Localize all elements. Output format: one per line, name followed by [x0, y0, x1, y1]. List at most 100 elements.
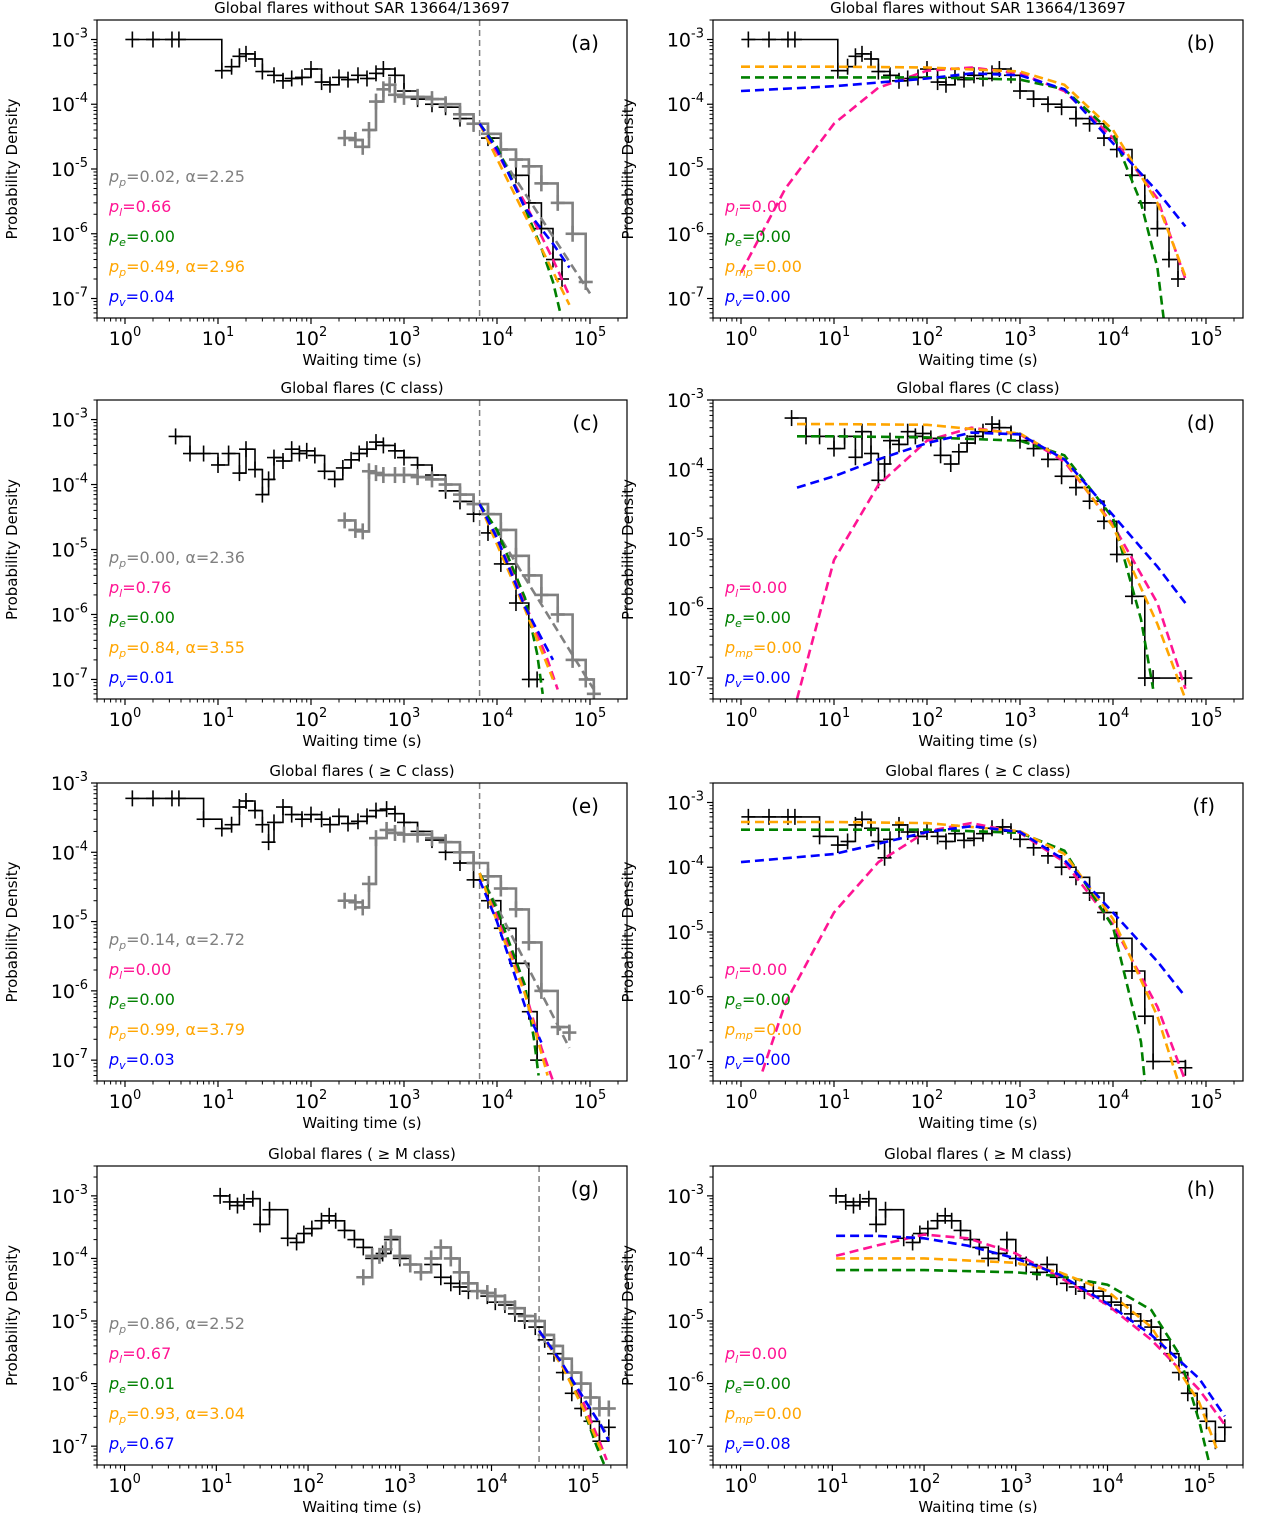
y-tick-label: 10-6	[51, 1371, 88, 1396]
series-exponential-fit	[478, 503, 544, 695]
series-gray-data	[337, 463, 601, 699]
stat-annotation: pe=0.00	[108, 227, 175, 249]
stat-annotation: pmp=0.00	[724, 257, 802, 279]
x-tick-label: 104	[481, 1088, 513, 1113]
x-tick-label: 104	[475, 1472, 507, 1497]
x-tick-label: 102	[911, 1088, 943, 1113]
stat-annotation: pe=0.00	[724, 227, 791, 249]
x-tick-label: 100	[109, 325, 141, 350]
stat-annotation: pv=0.67	[108, 1434, 175, 1456]
x-tick-label: 103	[1004, 1088, 1036, 1113]
x-tick-label: 100	[109, 1088, 141, 1113]
x-tick-label: 105	[1190, 1088, 1222, 1113]
series-Weibull-fit	[836, 1234, 1226, 1418]
panel-b: Global flares without SAR 13664/13697 100…	[619, 0, 1244, 369]
axes-frame	[712, 399, 1244, 700]
stat-annotation: pe=0.00	[724, 608, 791, 630]
stat-annotation: pp=0.02, α=2.25	[108, 167, 245, 189]
series-power-law-fit	[836, 1257, 1220, 1453]
x-axis-label: Waiting time (s)	[918, 1498, 1037, 1513]
fit-curve	[478, 123, 571, 306]
x-axis-label: Waiting time (s)	[918, 732, 1037, 750]
series-lognormal-fit	[739, 66, 1187, 280]
panel-title: Global flares ( ≥ C class)	[269, 762, 454, 780]
y-tick-label: 10-4	[51, 91, 88, 116]
series-power-law-fit	[478, 123, 571, 306]
fit-curve	[836, 1268, 1211, 1465]
x-tick-label: 103	[388, 1088, 420, 1113]
fit-curve	[739, 66, 1187, 280]
y-tick-label: 10-3	[667, 387, 704, 412]
y-tick-label: 10-6	[51, 978, 88, 1003]
y-axis-label: Probability Density	[619, 479, 637, 620]
x-axis-label: Waiting time (s)	[302, 1114, 421, 1132]
series-lognormal-fit	[761, 821, 1187, 1081]
y-tick-label: 10-6	[51, 601, 88, 626]
y-tick-label: 10-5	[667, 156, 704, 181]
series-waiting-times	[213, 1187, 616, 1450]
x-tick-label: 105	[574, 1088, 606, 1113]
panel-title: Global flares ( ≥ M class)	[884, 1145, 1072, 1163]
data-steps	[836, 1195, 1226, 1442]
x-tick-label: 102	[292, 1472, 324, 1497]
y-tick-label: 10-5	[667, 526, 704, 551]
y-axis-label: Probability Density	[3, 479, 21, 620]
series-power-law-fit	[478, 503, 555, 680]
fit-curve	[761, 821, 1187, 1081]
stat-annotation: pp=0.00, α=2.36	[108, 548, 245, 570]
x-tick-label: 101	[202, 706, 234, 731]
y-tick-label: 10-5	[51, 537, 88, 562]
fit-curve	[740, 824, 1187, 998]
panel-title: Global flares without SAR 13664/13697	[830, 0, 1126, 17]
x-tick-label: 101	[202, 1088, 234, 1113]
y-tick-label: 10-5	[667, 1308, 704, 1333]
axes-frame	[96, 399, 628, 700]
x-tick-label: 102	[911, 325, 943, 350]
x-tick-label: 103	[1004, 706, 1036, 731]
fit-curve	[538, 1329, 610, 1442]
data-steps	[748, 38, 1179, 279]
x-tick-label: 102	[908, 1472, 940, 1497]
x-tick-label: 101	[200, 1472, 232, 1497]
y-tick-label: 10-6	[667, 596, 704, 621]
stat-annotation: pp=0.99, α=3.79	[108, 1020, 245, 1042]
stat-annotation: pe=0.00	[108, 608, 175, 630]
y-tick-label: 10-3	[51, 1183, 88, 1208]
fit-curve	[478, 503, 544, 695]
axes-frame	[712, 19, 1244, 319]
x-tick-label: 103	[1004, 325, 1036, 350]
x-tick-label: 105	[574, 325, 606, 350]
x-tick-label: 103	[1000, 1472, 1032, 1497]
x-tick-label: 101	[816, 1472, 848, 1497]
series-power-law-fit	[797, 422, 1187, 699]
x-tick-label: 100	[725, 1088, 757, 1113]
series-power-law-fit	[741, 820, 1180, 1081]
fit-curve	[797, 422, 1187, 699]
series-power-law-fit	[741, 65, 1187, 277]
stat-annotation: pl=0.00	[108, 960, 171, 982]
panel-h: Global flares ( ≥ M class) 100 101 102 103 10…	[619, 1145, 1244, 1513]
stat-annotation: pv=0.08	[724, 1434, 791, 1456]
x-tick-label: 102	[295, 706, 327, 731]
x-tick-label: 104	[1091, 1472, 1123, 1497]
stat-annotation: pe=0.01	[108, 1374, 175, 1396]
y-axis-label: Probability Density	[3, 98, 21, 239]
panel-f: Global flares ( ≥ C class) 100 101 102 103 10…	[619, 762, 1244, 1132]
y-axis-label: Probability Density	[3, 1245, 21, 1386]
series-waiting-times	[829, 1187, 1232, 1450]
panel-a: Global flares without SAR 13664/13697 100…	[3, 0, 628, 369]
panel-g: Global flares ( ≥ M class) 100 101 102 103 10…	[3, 1145, 628, 1513]
y-tick-label: 10-3	[51, 407, 88, 432]
panel-letter: (f)	[1192, 794, 1215, 818]
data-steps	[132, 38, 563, 279]
y-tick-label: 10-4	[667, 1245, 704, 1270]
x-tick-label: 102	[295, 1088, 327, 1113]
y-tick-label: 10-5	[51, 909, 88, 934]
stat-annotation: pl=0.67	[108, 1344, 171, 1366]
x-tick-label: 103	[388, 706, 420, 731]
panel-letter: (c)	[572, 411, 599, 435]
y-tick-label: 10-7	[667, 286, 704, 311]
axes-frame	[96, 19, 628, 319]
fit-curve	[478, 872, 549, 1076]
y-tick-label: 10-4	[51, 1245, 88, 1270]
